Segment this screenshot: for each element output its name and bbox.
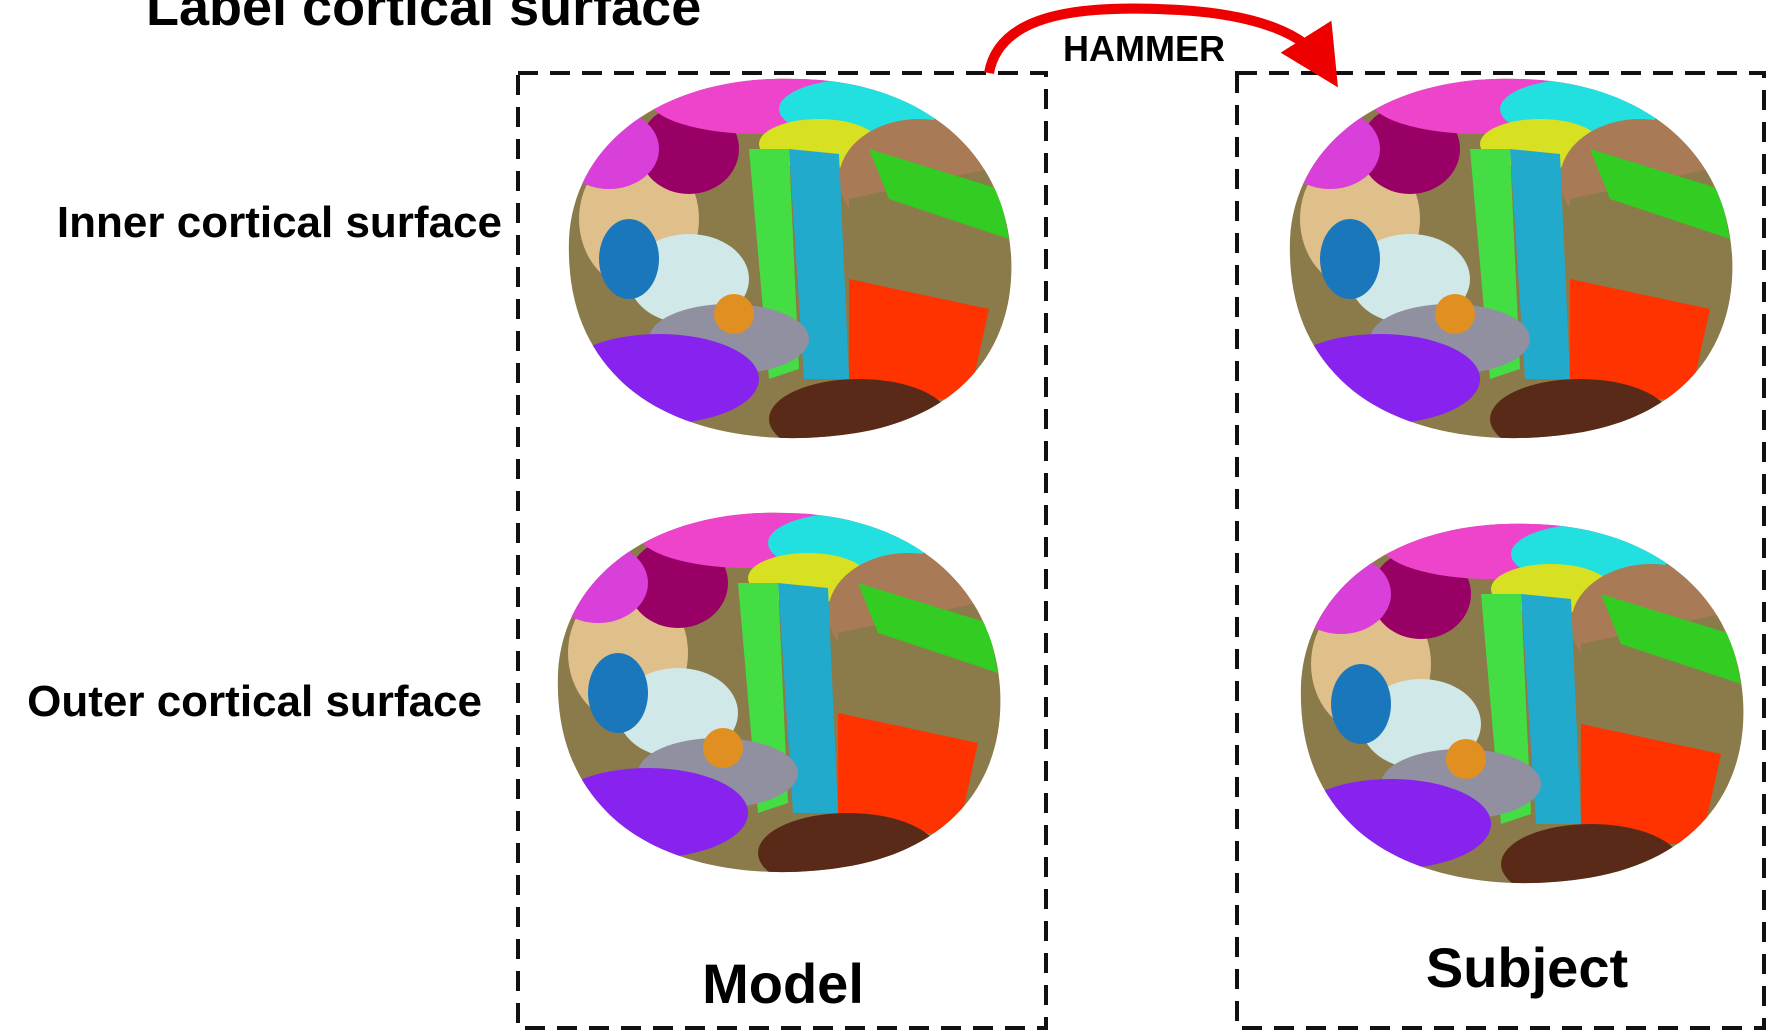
column-label: Model [702, 952, 864, 1015]
brain-image [1291, 509, 1751, 904]
arrow-label: HAMMER [1063, 28, 1225, 69]
brain-image [1280, 64, 1740, 459]
brain-image [559, 64, 1019, 459]
row-label: Inner cortical surface [57, 198, 502, 247]
title: Label cortical surface [146, 0, 701, 37]
row-label: Outer cortical surface [27, 677, 482, 726]
brain-image [548, 498, 1008, 893]
column-label: Subject [1426, 936, 1628, 999]
model-box [516, 71, 1048, 1030]
subject-box [1235, 71, 1766, 1030]
registration-arrow [984, 3, 1339, 88]
